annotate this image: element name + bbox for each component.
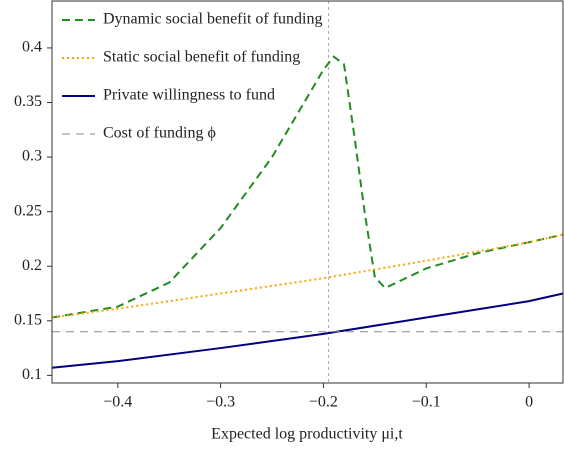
series-line [51,233,564,319]
y-tick-label: 0.4 [22,39,42,56]
legend-label: Static social benefit of funding [103,49,300,66]
y-tick-label: 0.2 [22,257,42,274]
y-tick-label: 0.35 [14,93,42,110]
x-tick-label: −0.3 [206,394,235,411]
y-tick-label: 0.15 [14,311,42,328]
y-tick-label: 0.3 [22,148,42,165]
x-axis-label: Expected log productivity μi,t [211,426,403,443]
x-tick-label: −0.2 [309,394,338,411]
legend-label: Cost of funding ϕ [103,125,216,142]
x-tick-label: 0 [525,394,533,411]
y-tick-label: 0.25 [14,202,42,219]
legend-label: Private willingness to fund [103,87,275,104]
series-line [51,292,564,369]
y-tick-label: 0.1 [22,366,42,383]
x-tick-label: −0.4 [103,394,132,411]
legend-label: Dynamic social benefit of funding [103,11,323,28]
plot-frame [51,0,564,384]
series-line [51,55,564,319]
x-tick-label: −0.1 [412,394,441,411]
